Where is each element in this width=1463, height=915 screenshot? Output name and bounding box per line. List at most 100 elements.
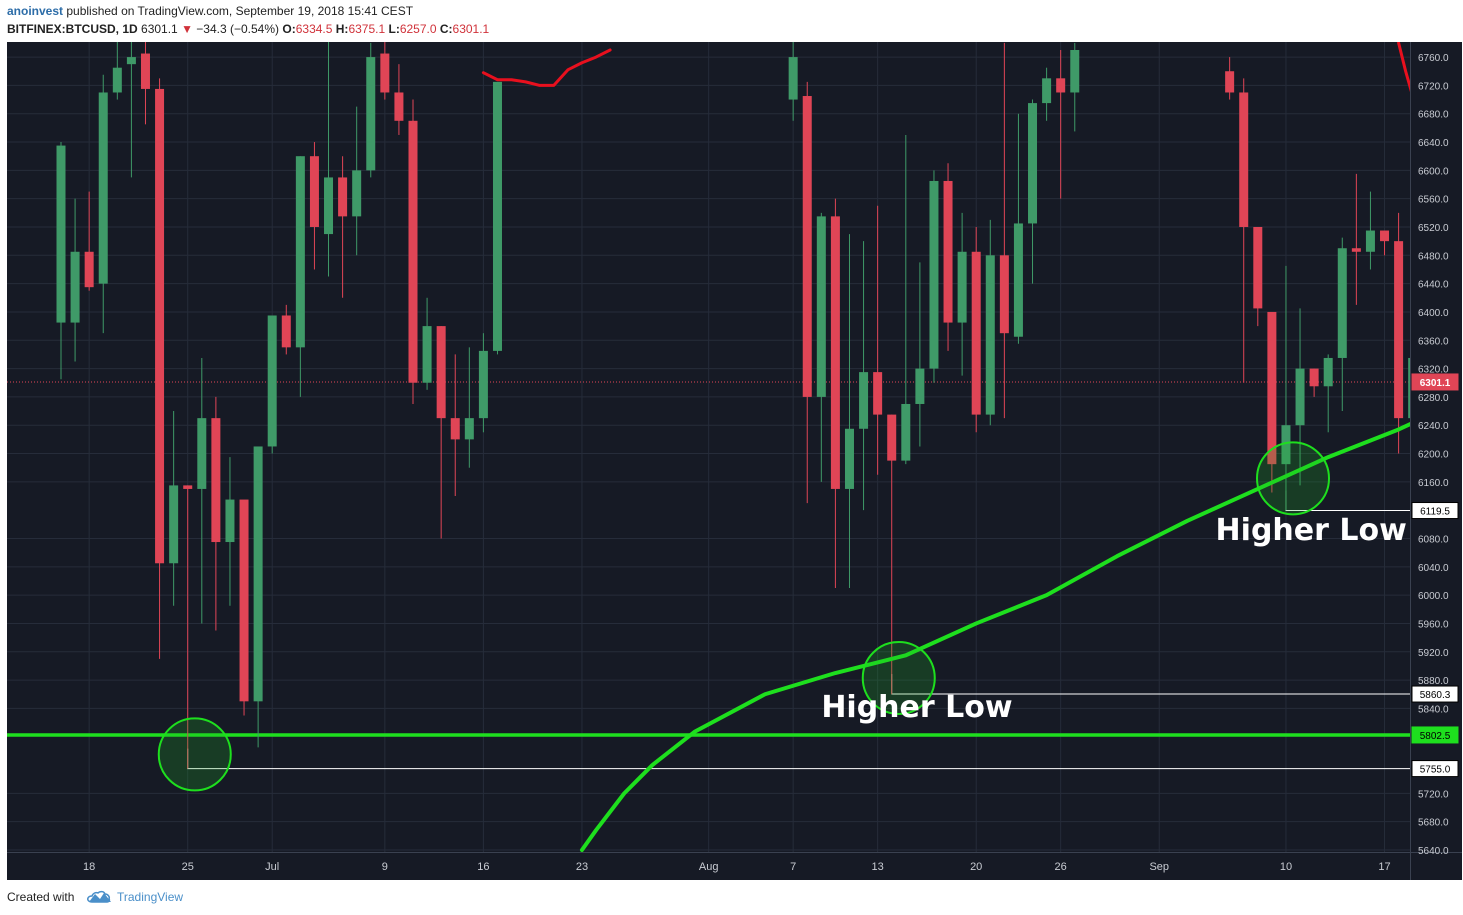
created-with-text: Created with [7, 890, 75, 904]
candle-body [169, 485, 179, 564]
price-label-box [1411, 685, 1459, 703]
candle [478, 333, 488, 433]
candle-body [464, 418, 474, 440]
chart-area[interactable]: 6760.0 6720.0 6680.0 6640.0 6600.0 6560.0 6520… [0, 42, 1463, 880]
candle-body [1267, 311, 1277, 465]
open-value: 6334.5 [295, 22, 333, 36]
candle-body [1013, 223, 1023, 337]
y-tick-label: 6480.0 [1418, 251, 1449, 262]
candle [464, 347, 474, 468]
candle [1323, 354, 1333, 433]
open-label: O: [282, 22, 296, 36]
candle [971, 226, 981, 433]
ohlc-line: BITFINEX:BTCUSD, 1D 6301.1 ▼ −34.3 (−0.5… [7, 22, 489, 36]
candle [929, 170, 939, 383]
candle [366, 42, 376, 178]
candle [408, 99, 418, 404]
candle [859, 241, 869, 511]
price-axis-background [1411, 42, 1462, 852]
price-label-box [1411, 373, 1459, 391]
candle [436, 326, 446, 539]
candle-body [999, 255, 1009, 334]
candle-body [140, 53, 150, 89]
price-label-text: 6301.1 [1420, 378, 1451, 389]
x-tick-label: 25 [182, 861, 194, 873]
candle [225, 457, 235, 606]
x-tick-label: 23 [576, 861, 588, 873]
y-tick-label: 6720.0 [1418, 81, 1449, 92]
candlestick-chart[interactable]: 6760.0 6720.0 6680.0 6640.0 6600.0 6560.0 6520… [0, 42, 1463, 880]
y-tick-label: 6440.0 [1418, 280, 1449, 291]
candle [830, 198, 840, 589]
candle [84, 191, 94, 291]
candle-body [253, 446, 263, 702]
time-axis-background [7, 852, 1462, 880]
candle-body [1380, 230, 1390, 242]
candle-body [816, 216, 826, 397]
candle [492, 81, 502, 355]
candle [943, 163, 953, 351]
candle [1351, 173, 1361, 305]
x-tick-label: Jul [265, 861, 279, 873]
candle-body [211, 418, 221, 543]
candle [1295, 308, 1305, 486]
x-tick-label: Aug [699, 861, 719, 873]
candle-body [366, 57, 376, 171]
x-tick-label: 20 [970, 861, 982, 873]
candle [1042, 67, 1052, 121]
candle [183, 485, 193, 769]
close-value: 6301.1 [452, 22, 490, 36]
tradingview-logo[interactable]: TradingView [86, 887, 190, 907]
y-tick-label: 6680.0 [1418, 110, 1449, 121]
price-label-text: 6119.5 [1420, 507, 1450, 518]
candle [1056, 50, 1066, 199]
price-label-text: 5860.3 [1420, 690, 1451, 701]
last-price: 6301.1 [141, 22, 178, 36]
candle-body [324, 177, 334, 235]
price-axis-label: 5802.5 [1411, 726, 1459, 744]
price-label-box [1411, 726, 1459, 744]
high-value: 6375.1 [348, 22, 386, 36]
candle [239, 499, 249, 716]
close-label: C: [439, 22, 453, 36]
candle-body [84, 251, 94, 288]
symbol-label[interactable]: BITFINEX:BTCUSD, 1D [7, 22, 138, 36]
candle-body [155, 88, 165, 564]
candle-body [408, 120, 418, 383]
y-tick-label: 6320.0 [1418, 365, 1449, 376]
publish-line: anoinvest published on TradingView.com, … [7, 4, 413, 18]
candle-body [338, 177, 348, 217]
candle-body [225, 499, 235, 543]
candle-body [788, 57, 798, 100]
candle-body [802, 96, 812, 397]
high-label: H: [335, 22, 349, 36]
y-tick-label: 6080.0 [1418, 534, 1449, 545]
x-tick-label: Sep [1149, 861, 1169, 873]
candle-body [394, 92, 404, 121]
x-tick-label: 18 [83, 861, 95, 873]
chart-header: anoinvest published on TradingView.com, … [0, 0, 1463, 42]
candle-body [352, 170, 362, 217]
candle [1070, 42, 1080, 132]
candle [1028, 99, 1038, 284]
candle-body [957, 251, 967, 323]
candle-body [1028, 103, 1038, 224]
candle-body [1365, 230, 1375, 252]
candle [1365, 191, 1375, 270]
grid [7, 42, 1410, 852]
y-tick-label: 6400.0 [1418, 308, 1449, 319]
x-tick-label: 7 [790, 861, 796, 873]
y-tick-label: 5960.0 [1418, 619, 1449, 630]
author-link[interactable]: anoinvest [7, 4, 64, 18]
candle [155, 78, 165, 659]
candle-body [1323, 357, 1333, 387]
y-tick-label: 5880.0 [1418, 676, 1449, 687]
candle-body [380, 53, 390, 93]
moving-average-line [481, 48, 612, 87]
candle-body [1295, 368, 1305, 426]
candle-body [267, 315, 277, 447]
candle-body [1253, 226, 1263, 309]
candle [70, 198, 80, 362]
candle-body [1337, 248, 1347, 358]
candle [309, 142, 319, 270]
